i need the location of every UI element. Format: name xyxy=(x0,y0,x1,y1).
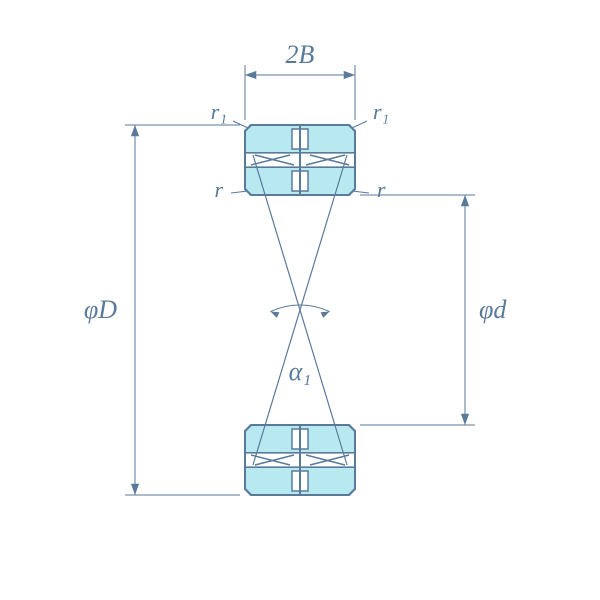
dimension-phid: φd xyxy=(360,195,507,425)
contact-angle-dim: α₁ xyxy=(270,305,329,386)
contact-angle-lines xyxy=(253,155,347,465)
label-r1-left: r₁ xyxy=(211,99,227,124)
bearing-section xyxy=(300,125,355,195)
label-phid: φd xyxy=(479,295,507,324)
label-r-right: r xyxy=(377,177,386,202)
dimension-2B: 2B xyxy=(245,40,355,120)
label-2B: 2B xyxy=(286,40,315,69)
bearing-section xyxy=(300,425,355,495)
label-r-left: r xyxy=(214,177,223,202)
label-alpha1: α₁ xyxy=(289,357,312,386)
bearing-section xyxy=(245,425,300,495)
label-r1-right: r₁ xyxy=(373,99,389,124)
bearing-section xyxy=(245,125,300,195)
label-phiD: φD xyxy=(84,295,117,324)
